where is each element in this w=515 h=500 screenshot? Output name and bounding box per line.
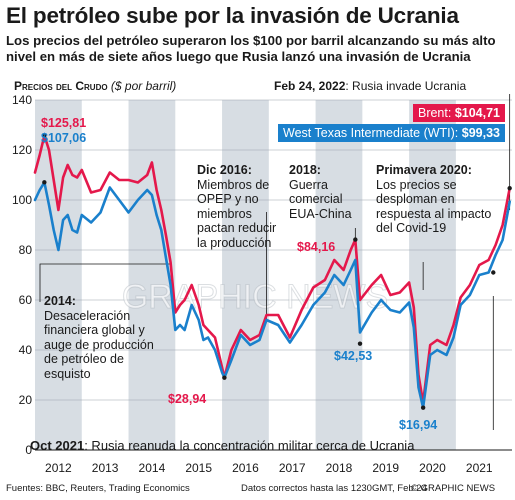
- point-marker-oct-2021: [491, 270, 496, 275]
- legend-wti: West Texas Intermediate (WTI): $99,33: [278, 124, 505, 142]
- legend-brent: Brent: $104,71: [412, 104, 505, 122]
- annotation-primavera-2020: Primavera 2020: Los precios se desploman …: [376, 163, 492, 235]
- label-brent-2018: $84,16: [297, 240, 336, 254]
- chart-title: Precios del Crudo: [14, 79, 108, 93]
- x-tick-label: 2019: [372, 461, 399, 475]
- x-tick-label: 2020: [419, 461, 446, 475]
- event-oct-2021: Oct 2021: Rusia reanuda la concentración…: [30, 438, 415, 453]
- label-brent-2012: $125,81: [41, 116, 87, 130]
- point-marker-5: [420, 405, 426, 410]
- y-tick-label: 100: [12, 193, 32, 207]
- y-tick-label: 0: [25, 443, 32, 457]
- year-bands: [35, 100, 456, 450]
- annotation-dic-2016: Dic 2016: Miembros de OPEP y no miembros …: [197, 163, 277, 250]
- year-band-2016: [222, 100, 269, 450]
- footer-credit: © GRAPHIC NEWS: [411, 483, 496, 494]
- label-2020-low: $16,94: [399, 418, 438, 432]
- annotation-2014: 2014: Desaceleración financiera global y …: [44, 294, 154, 381]
- point-marker-1: [42, 180, 47, 185]
- y-tick-label: 40: [19, 343, 33, 357]
- label-wti-2012: $107,06: [41, 131, 87, 145]
- footer: Fuentes: BBC, Reuters, Trading Economics…: [6, 483, 495, 494]
- y-tick-label: 20: [19, 393, 33, 407]
- x-tick-label: 2021: [466, 461, 493, 475]
- x-tick-label: 2018: [326, 461, 353, 475]
- chart-title-group: Precios del Crudo ($ por barril): [14, 79, 176, 93]
- x-tick-label: 2017: [279, 461, 306, 475]
- x-axis-ticks: 2012 2013 2014 2015 2016 2017 2018 2019 2020 2021: [45, 461, 493, 475]
- label-2016-low: $28,94: [168, 392, 207, 406]
- year-band-2018: [315, 100, 363, 450]
- y-tick-label: 60: [19, 293, 33, 307]
- annotation-2018: 2018: Guerra comercial EUA-China: [289, 163, 352, 221]
- point-marker-2: [222, 375, 227, 380]
- point-marker-3: [353, 237, 358, 242]
- x-tick-label: 2014: [139, 461, 166, 475]
- year-band-2012: [35, 100, 82, 450]
- footer-note: Datos correctos hasta las 1230GMT, Feb 2…: [241, 483, 427, 494]
- y-tick-label: 120: [12, 143, 32, 157]
- label-wti-2018: $42,53: [334, 349, 373, 363]
- event-feb-2022: Feb 24, 2022: Rusia invade Ucrania: [274, 79, 467, 93]
- y-axis-ticks: 0 20 40 60 80 100 120 140: [12, 93, 32, 457]
- x-tick-label: 2015: [185, 461, 212, 475]
- point-marker-feb-2022: [507, 186, 512, 191]
- x-tick-label: 2012: [45, 461, 72, 475]
- subhead: Los precios del petróleo superaron los $…: [6, 33, 496, 64]
- y-axis-unit: ($ por barril): [110, 79, 177, 93]
- point-marker-4: [357, 341, 363, 346]
- footer-sources: Fuentes: BBC, Reuters, Trading Economics: [6, 483, 190, 494]
- y-tick-label: 80: [19, 243, 33, 257]
- y-tick-label: 140: [12, 93, 32, 107]
- leader-2014: [39, 263, 171, 302]
- point-marker-0: [42, 133, 47, 138]
- annotation-leaders: [39, 94, 511, 430]
- x-tick-label: 2016: [232, 461, 259, 475]
- x-tick-label: 2013: [92, 461, 119, 475]
- year-band-2014: [128, 100, 176, 450]
- headline: El petróleo sube por la invasión de Ucra…: [6, 3, 459, 28]
- grid-lines: [35, 99, 512, 451]
- point-markers: [42, 133, 512, 410]
- year-band-2020: [409, 100, 456, 450]
